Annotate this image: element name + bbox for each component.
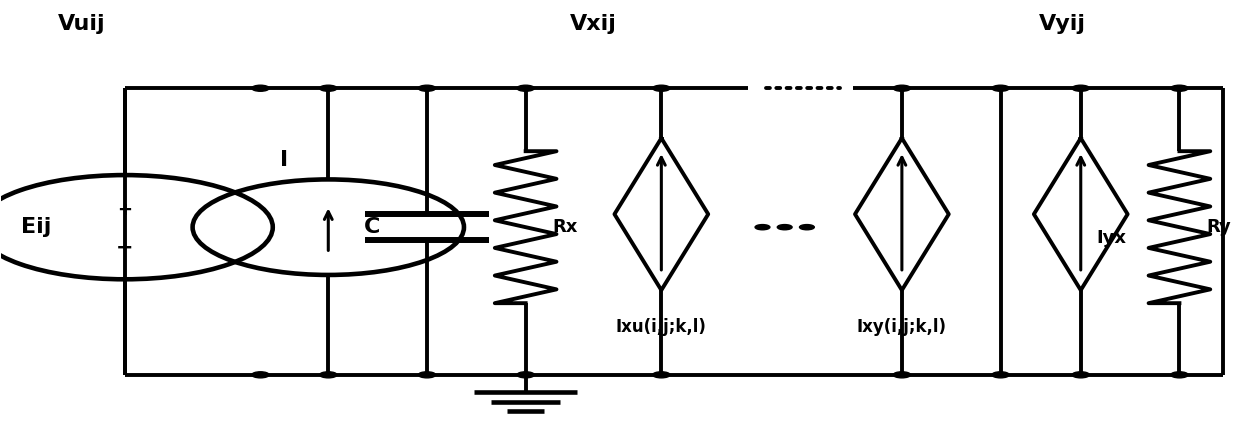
Text: Vuij: Vuij [58,14,105,35]
Text: C: C [364,217,380,237]
Circle shape [320,372,337,378]
Circle shape [893,372,911,378]
Text: Eij: Eij [21,217,51,237]
Text: Ixy(i,j;k,l): Ixy(i,j;k,l) [857,318,947,336]
Circle shape [1072,85,1089,91]
Text: Ry: Ry [1207,218,1232,236]
Text: Ixu(i,j;k,l): Ixu(i,j;k,l) [616,318,706,336]
Circle shape [517,372,534,378]
Circle shape [799,225,814,230]
Circle shape [252,372,269,378]
Circle shape [1171,85,1188,91]
Circle shape [777,225,792,230]
Circle shape [320,85,337,91]
Text: Iyx: Iyx [1097,229,1126,247]
Circle shape [653,372,670,378]
Circle shape [517,85,534,91]
Circle shape [252,85,269,91]
Circle shape [419,372,436,378]
Text: −: − [116,237,134,257]
Text: Vxij: Vxij [570,14,617,35]
Circle shape [893,85,911,91]
Circle shape [992,372,1010,378]
Circle shape [992,85,1010,91]
Text: +: + [118,201,133,219]
Text: I: I [280,150,287,170]
Circle shape [1072,372,1089,378]
Text: Vyij: Vyij [1038,14,1085,35]
Circle shape [755,225,769,230]
Circle shape [419,85,436,91]
Circle shape [1171,372,1188,378]
Circle shape [653,85,670,91]
Text: Rx: Rx [553,218,579,236]
